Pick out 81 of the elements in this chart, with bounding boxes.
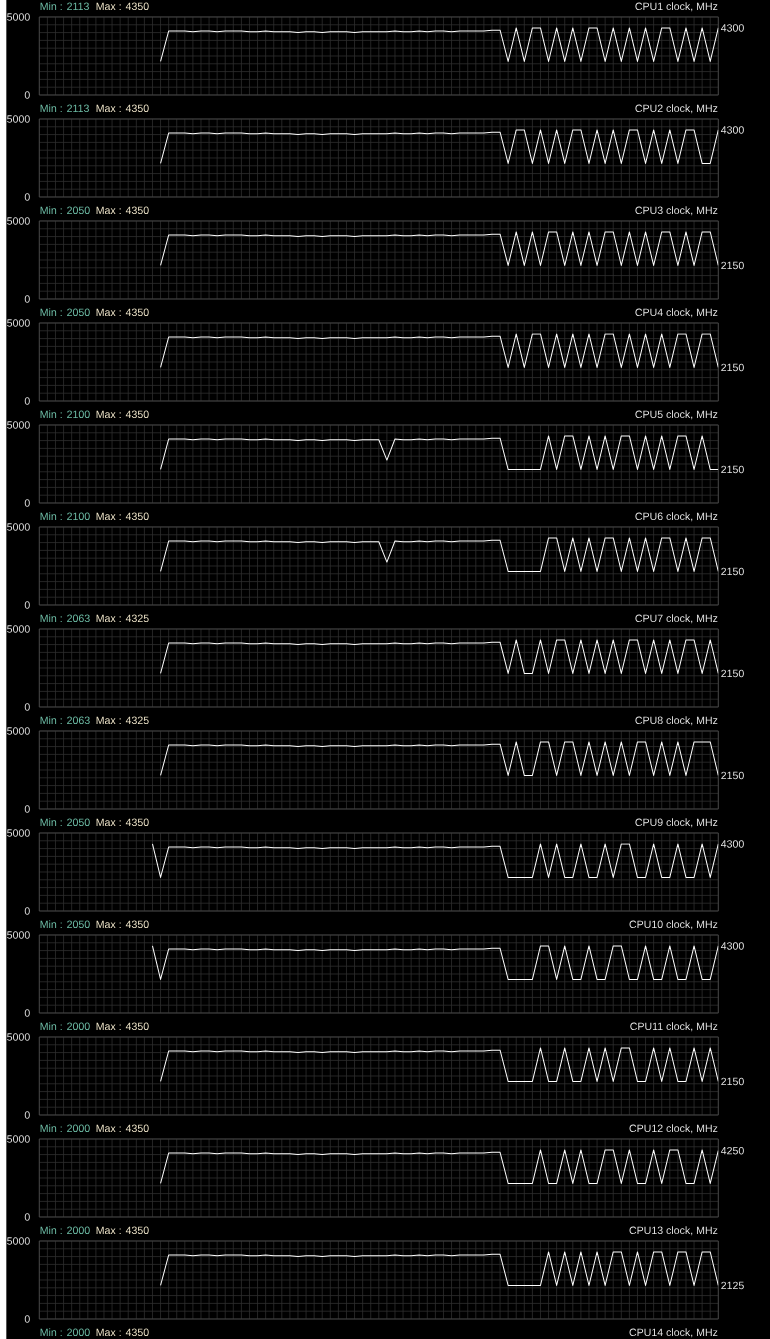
text: 2150 <box>721 771 744 780</box>
chart-title: CPU12 clock, MHz <box>629 1124 718 1134</box>
text: Min : 2050 <box>40 206 90 215</box>
text: Min : 2000 <box>40 1022 90 1031</box>
text: Min : 2000 <box>40 1124 90 1133</box>
text: Max : 4325 <box>96 614 149 623</box>
chart-title: CPU9 clock, MHz <box>635 818 718 828</box>
y-tick-label: 5000 <box>6 13 30 21</box>
text: Min : 2050 <box>40 818 90 827</box>
y-tick-label: 5000 <box>6 1135 30 1143</box>
chart-title: CPU11 clock, MHz <box>630 1022 718 1032</box>
y-tick-label: 0 <box>24 397 30 405</box>
text: Max : 4350 <box>96 2 149 11</box>
y-tick-label: 5000 <box>6 115 30 123</box>
chart-title: CPU4 clock, MHz <box>635 308 718 318</box>
y-tick-label: 5000 <box>6 829 30 837</box>
text: 2125 <box>721 1281 744 1290</box>
text: Min : 2050 <box>40 920 90 929</box>
text: Min : 2100 <box>40 410 90 419</box>
y-tick-label: 0 <box>24 1213 30 1221</box>
chart-title: CPU6 clock, MHz <box>635 512 718 522</box>
text: 4300 <box>720 126 744 134</box>
chart-title: CPU3 clock, MHz <box>635 206 718 216</box>
text: Max : 4350 <box>96 512 149 521</box>
text: Min : 2113 <box>40 2 89 11</box>
chart-title: CPU2 clock, MHz <box>635 104 718 114</box>
chart-title: CPU7 clock, MHz <box>635 614 718 624</box>
text: 4250 <box>720 1146 744 1155</box>
chart-title: CPU5 clock, MHz <box>635 410 718 420</box>
y-tick-label: 5000 <box>6 217 30 225</box>
text: 2150 <box>721 261 744 270</box>
text: Max : 4350 <box>96 308 149 317</box>
y-tick-label: 0 <box>24 193 30 201</box>
text: Max : 4350 <box>96 104 149 113</box>
y-tick-label: 5000 <box>6 727 30 735</box>
text: Max : 4350 <box>96 1124 149 1133</box>
text: Min : 2100 <box>40 512 90 521</box>
y-tick-label: 5000 <box>6 1237 30 1245</box>
text: Max : 4350 <box>96 818 149 827</box>
text: Min : 2000 <box>40 1226 90 1235</box>
y-tick-label: 5000 <box>6 319 30 327</box>
y-tick-label: 0 <box>24 703 30 711</box>
text: 4300 <box>720 942 744 950</box>
y-tick-label: 0 <box>24 499 30 507</box>
text: Max : 4350 <box>96 920 149 929</box>
text: Max : 4325 <box>96 716 149 725</box>
text: 2150 <box>721 465 744 474</box>
text: Min : 2063 <box>40 614 90 623</box>
text: Max : 4350 <box>96 410 149 419</box>
chart-title: CPU10 clock, MHz <box>629 920 718 930</box>
y-tick-label: 0 <box>24 1009 30 1017</box>
y-tick-label: 0 <box>24 1315 30 1323</box>
text: Min : 2050 <box>40 308 90 317</box>
text: 2150 <box>721 669 744 678</box>
text: 4300 <box>720 840 744 848</box>
text: 2150 <box>721 1077 744 1086</box>
text: Min : 2113 <box>40 104 89 113</box>
y-tick-label: 0 <box>24 91 30 99</box>
text: Max : 4350 <box>96 1226 149 1235</box>
chart-title: CPU13 clock, MHz <box>629 1226 718 1236</box>
y-tick-label: 0 <box>24 805 30 813</box>
text: Min : 2000 <box>40 1328 90 1337</box>
y-tick-label: 0 <box>24 1111 30 1119</box>
text: 2150 <box>721 567 744 576</box>
y-tick-label: 5000 <box>6 1033 30 1041</box>
y-tick-label: 0 <box>24 601 30 609</box>
y-tick-label: 0 <box>24 295 30 303</box>
text: Min : 2063 <box>40 716 90 725</box>
text: Max : 4350 <box>96 1328 149 1337</box>
text: Max : 4350 <box>96 1022 149 1031</box>
y-tick-label: 5000 <box>6 931 30 939</box>
chart-title: CPU1 clock, MHz <box>635 2 718 12</box>
y-tick-label: 0 <box>24 907 30 915</box>
text: CPU14 clock, MHz <box>629 1328 718 1338</box>
y-tick-label: 5000 <box>6 523 30 531</box>
text: Max : 4350 <box>96 206 149 215</box>
y-tick-label: 5000 <box>6 625 30 633</box>
chart-title: CPU8 clock, MHz <box>635 716 718 726</box>
y-tick-label: 5000 <box>6 421 30 429</box>
text: 4300 <box>720 24 744 32</box>
text: 2150 <box>721 363 744 372</box>
